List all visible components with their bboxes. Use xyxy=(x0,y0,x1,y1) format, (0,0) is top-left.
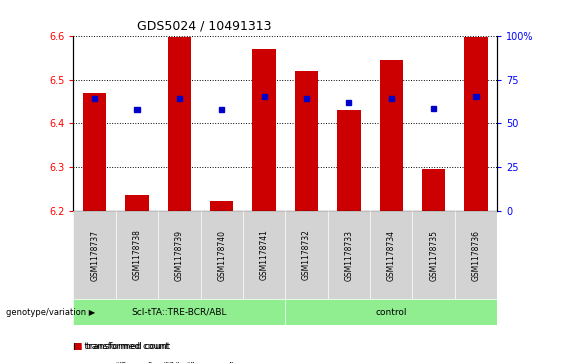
Text: GSM1178739: GSM1178739 xyxy=(175,229,184,281)
Text: Scl-tTA::TRE-BCR/ABL: Scl-tTA::TRE-BCR/ABL xyxy=(132,308,227,317)
Bar xyxy=(253,49,276,211)
Bar xyxy=(422,169,445,211)
Bar xyxy=(168,37,191,211)
Text: ■: ■ xyxy=(73,362,81,363)
FancyBboxPatch shape xyxy=(73,211,116,299)
Text: GSM1178741: GSM1178741 xyxy=(260,229,268,281)
Bar xyxy=(262,94,267,99)
FancyBboxPatch shape xyxy=(370,211,412,299)
Bar xyxy=(92,95,97,101)
Text: control: control xyxy=(376,308,407,317)
Bar xyxy=(83,93,106,211)
Bar xyxy=(464,37,488,211)
Bar xyxy=(304,95,309,101)
FancyBboxPatch shape xyxy=(285,211,328,299)
Bar xyxy=(210,200,233,211)
FancyBboxPatch shape xyxy=(116,211,158,299)
Bar xyxy=(219,107,224,112)
Bar xyxy=(346,100,351,105)
Bar xyxy=(125,195,149,211)
FancyBboxPatch shape xyxy=(455,211,497,299)
Text: GSM1178732: GSM1178732 xyxy=(302,229,311,281)
FancyBboxPatch shape xyxy=(201,211,243,299)
Bar xyxy=(295,71,318,211)
Text: GDS5024 / 10491313: GDS5024 / 10491313 xyxy=(137,19,272,32)
Text: ■: ■ xyxy=(73,342,81,351)
Text: transformed count: transformed count xyxy=(86,342,170,351)
Text: percentile rank within the sample: percentile rank within the sample xyxy=(86,362,239,363)
FancyBboxPatch shape xyxy=(73,299,285,325)
Text: GSM1178737: GSM1178737 xyxy=(90,229,99,281)
Text: GSM1178736: GSM1178736 xyxy=(472,229,480,281)
Text: genotype/variation ▶: genotype/variation ▶ xyxy=(6,308,95,317)
Text: GSM1178734: GSM1178734 xyxy=(387,229,396,281)
Bar xyxy=(473,94,479,99)
Bar xyxy=(389,95,394,101)
Bar xyxy=(134,107,140,112)
FancyBboxPatch shape xyxy=(412,211,455,299)
Text: GSM1178735: GSM1178735 xyxy=(429,229,438,281)
FancyBboxPatch shape xyxy=(285,299,497,325)
FancyBboxPatch shape xyxy=(328,211,370,299)
Text: GSM1178740: GSM1178740 xyxy=(218,229,226,281)
Bar xyxy=(380,60,403,211)
Text: ■ transformed count: ■ transformed count xyxy=(73,342,169,351)
FancyBboxPatch shape xyxy=(243,211,285,299)
Bar xyxy=(177,95,182,101)
FancyBboxPatch shape xyxy=(158,211,201,299)
Text: GSM1178733: GSM1178733 xyxy=(345,229,353,281)
Bar xyxy=(431,106,436,111)
Bar xyxy=(337,110,360,211)
Text: GSM1178738: GSM1178738 xyxy=(133,229,141,281)
Text: ■ percentile rank within the sample: ■ percentile rank within the sample xyxy=(73,362,238,363)
